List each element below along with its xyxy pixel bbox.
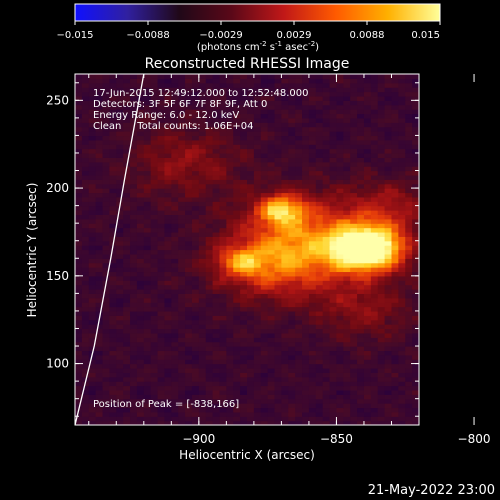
y-tick-label: 200 [46, 181, 69, 195]
solar-limb-curve [75, 74, 145, 425]
annotation-energy-range: Energy Range: 6.0 - 12.0 keV [93, 110, 239, 121]
colorbar: −0.015 −0.0088 −0.0029 0.0029 0.0088 0.015 (p… [56, 3, 441, 53]
annotation-total-counts: Clean Total counts: 1.06E+04 [93, 121, 253, 132]
annotation-detectors: Detectors: 3F 5F 6F 7F 8F 9F, Att 0 [93, 99, 267, 110]
colorbar-gradient [74, 3, 441, 22]
footer-date: 21-May-2022 23:00 [368, 483, 495, 498]
y-axis-label: Heliocentric Y (arcsec) [25, 183, 39, 318]
x-tick-label: −900 [182, 432, 215, 446]
y-tick-label: 150 [46, 269, 69, 283]
colorbar-tick-label: 0.0088 [350, 30, 385, 41]
axis-ticks: −900 −850 −800 100 150 200 250 [46, 74, 491, 446]
image-annotations: 17-Jun-2015 12:49:12.000 to 12:52:48.000… [93, 88, 309, 132]
colorbar-tick-label: 0.015 [411, 30, 440, 41]
plot-frame [74, 73, 420, 426]
chart-title: Reconstructed RHESSI Image [145, 56, 350, 72]
colorbar-unit-label: (photons cm-2 s-1 asec-2) [197, 40, 319, 53]
annotation-time-range: 17-Jun-2015 12:49:12.000 to 12:52:48.000 [93, 88, 309, 99]
y-tick-label: 250 [46, 93, 69, 107]
peak-position-label: Position of Peak = [-838,166] [93, 399, 239, 410]
colorbar-tick-label: −0.0088 [126, 30, 169, 41]
heatmap-image [75, 74, 419, 425]
x-axis-label: Heliocentric X (arcsec) [179, 448, 315, 462]
x-tick-label: −800 [458, 432, 491, 446]
x-tick-label: −850 [320, 432, 353, 446]
colorbar-tick-label: 0.0029 [277, 30, 312, 41]
colorbar-tick-label: −0.015 [56, 30, 93, 41]
y-tick-label: 100 [46, 357, 69, 371]
colorbar-ticks: −0.015 −0.0088 −0.0029 0.0029 0.0088 0.015 [56, 21, 441, 41]
colorbar-tick-label: −0.0029 [199, 30, 242, 41]
